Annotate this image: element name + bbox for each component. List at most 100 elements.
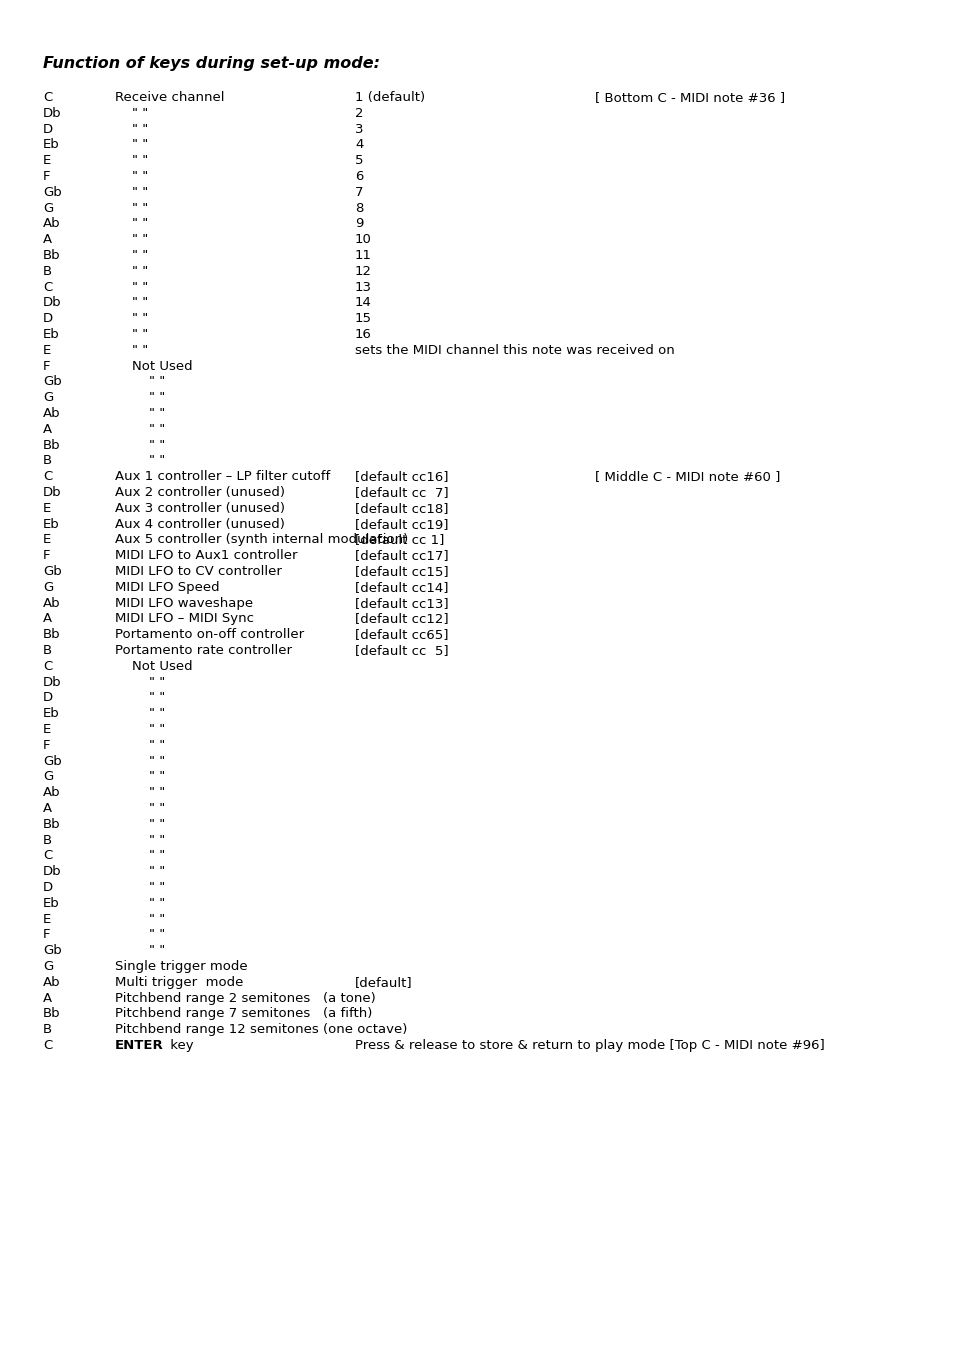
Text: " ": " "	[115, 676, 165, 689]
Text: Aux 3 controller (unused): Aux 3 controller (unused)	[115, 501, 285, 515]
Text: Db: Db	[43, 865, 62, 878]
Text: Gb: Gb	[43, 376, 62, 388]
Text: " ": " "	[115, 850, 165, 862]
Text: D: D	[43, 123, 53, 135]
Text: " ": " "	[115, 107, 148, 120]
Text: [default]: [default]	[355, 975, 413, 989]
Text: Ab: Ab	[43, 786, 61, 800]
Text: MIDI LFO to CV controller: MIDI LFO to CV controller	[115, 565, 281, 578]
Text: B: B	[43, 644, 52, 657]
Text: 13: 13	[355, 281, 372, 293]
Text: C: C	[43, 91, 52, 104]
Text: Not Used: Not Used	[115, 359, 193, 373]
Text: Eb: Eb	[43, 897, 60, 909]
Text: A: A	[43, 612, 52, 626]
Text: " ": " "	[115, 454, 165, 467]
Text: Gb: Gb	[43, 565, 62, 578]
Text: MIDI LFO to Aux1 controller: MIDI LFO to Aux1 controller	[115, 550, 297, 562]
Text: Eb: Eb	[43, 517, 60, 531]
Text: Multi trigger  mode: Multi trigger mode	[115, 975, 243, 989]
Text: F: F	[43, 739, 51, 751]
Text: Function of keys during set-up mode:: Function of keys during set-up mode:	[43, 55, 379, 72]
Text: 5: 5	[355, 154, 363, 168]
Text: [default cc16]: [default cc16]	[355, 470, 448, 484]
Text: 2: 2	[355, 107, 363, 120]
Text: B: B	[43, 1023, 52, 1036]
Text: C: C	[43, 470, 52, 484]
Text: " ": " "	[115, 407, 165, 420]
Text: 4: 4	[355, 138, 363, 151]
Text: G: G	[43, 961, 53, 973]
Text: " ": " "	[115, 123, 148, 135]
Text: Press & release to store & return to play mode [Top C - MIDI note #96]: Press & release to store & return to pla…	[355, 1039, 824, 1052]
Text: [default cc  5]: [default cc 5]	[355, 644, 448, 657]
Text: " ": " "	[115, 186, 148, 199]
Text: C: C	[43, 850, 52, 862]
Text: Ab: Ab	[43, 597, 61, 609]
Text: Receive channel: Receive channel	[115, 91, 224, 104]
Text: " ": " "	[115, 739, 165, 751]
Text: A: A	[43, 802, 52, 815]
Text: 6: 6	[355, 170, 363, 182]
Text: " ": " "	[115, 944, 165, 958]
Text: [default cc  7]: [default cc 7]	[355, 486, 448, 499]
Text: Not Used: Not Used	[115, 659, 193, 673]
Text: " ": " "	[115, 265, 148, 278]
Text: Single trigger mode: Single trigger mode	[115, 961, 248, 973]
Text: 10: 10	[355, 234, 372, 246]
Text: Db: Db	[43, 107, 62, 120]
Text: F: F	[43, 359, 51, 373]
Text: " ": " "	[115, 881, 165, 894]
Text: Eb: Eb	[43, 707, 60, 720]
Text: Pitchbend range 12 semitones (one octave): Pitchbend range 12 semitones (one octave…	[115, 1023, 407, 1036]
Text: Eb: Eb	[43, 138, 60, 151]
Text: " ": " "	[115, 328, 148, 340]
Text: D: D	[43, 312, 53, 326]
Text: Portamento on-off controller: Portamento on-off controller	[115, 628, 304, 642]
Text: ENTER: ENTER	[115, 1039, 164, 1052]
Text: [default cc17]: [default cc17]	[355, 550, 448, 562]
Text: " ": " "	[115, 755, 165, 767]
Text: " ": " "	[115, 423, 165, 436]
Text: [default cc12]: [default cc12]	[355, 612, 448, 626]
Text: " ": " "	[115, 723, 165, 736]
Text: G: G	[43, 770, 53, 784]
Text: Aux 4 controller (unused): Aux 4 controller (unused)	[115, 517, 285, 531]
Text: " ": " "	[115, 154, 148, 168]
Text: Ab: Ab	[43, 407, 61, 420]
Text: [default cc65]: [default cc65]	[355, 628, 448, 642]
Text: Portamento rate controller: Portamento rate controller	[115, 644, 292, 657]
Text: Bb: Bb	[43, 1008, 61, 1020]
Text: " ": " "	[115, 343, 148, 357]
Text: key: key	[166, 1039, 193, 1052]
Text: E: E	[43, 343, 51, 357]
Text: B: B	[43, 454, 52, 467]
Text: " ": " "	[115, 201, 148, 215]
Text: [default cc19]: [default cc19]	[355, 517, 448, 531]
Text: Ab: Ab	[43, 975, 61, 989]
Text: " ": " "	[115, 281, 148, 293]
Text: sets the MIDI channel this note was received on: sets the MIDI channel this note was rece…	[355, 343, 674, 357]
Text: Db: Db	[43, 676, 62, 689]
Text: Bb: Bb	[43, 628, 61, 642]
Text: [ Middle C - MIDI note #60 ]: [ Middle C - MIDI note #60 ]	[595, 470, 780, 484]
Text: 11: 11	[355, 249, 372, 262]
Text: 9: 9	[355, 218, 363, 231]
Text: " ": " "	[115, 786, 165, 800]
Text: MIDI LFO Speed: MIDI LFO Speed	[115, 581, 219, 594]
Text: 15: 15	[355, 312, 372, 326]
Text: Pitchbend range 2 semitones   (a tone): Pitchbend range 2 semitones (a tone)	[115, 992, 375, 1005]
Text: Aux 5 controller (synth internal modulation): Aux 5 controller (synth internal modulat…	[115, 534, 408, 546]
Text: Aux 2 controller (unused): Aux 2 controller (unused)	[115, 486, 285, 499]
Text: D: D	[43, 692, 53, 704]
Text: " ": " "	[115, 249, 148, 262]
Text: Bb: Bb	[43, 817, 61, 831]
Text: Db: Db	[43, 296, 62, 309]
Text: B: B	[43, 834, 52, 847]
Text: " ": " "	[115, 770, 165, 784]
Text: " ": " "	[115, 897, 165, 909]
Text: Eb: Eb	[43, 328, 60, 340]
Text: E: E	[43, 154, 51, 168]
Text: G: G	[43, 201, 53, 215]
Text: " ": " "	[115, 392, 165, 404]
